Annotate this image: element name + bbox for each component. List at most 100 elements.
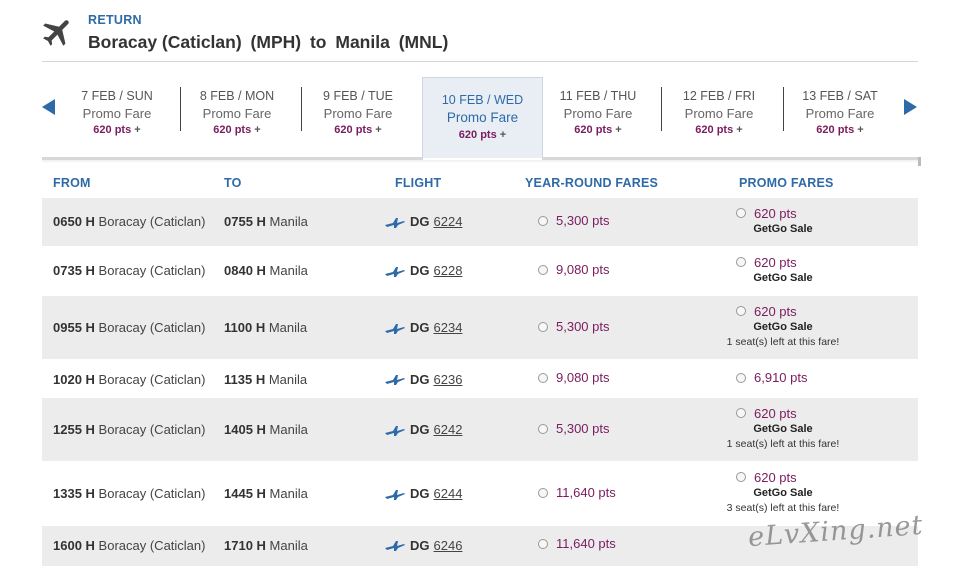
date-label: 9 FEB / TUE: [323, 89, 393, 103]
date-label: 10 FEB / WED: [441, 93, 524, 107]
year-round-fare-points: 5,300 pts: [556, 213, 610, 228]
arrival: 1710 H Manila: [224, 538, 308, 553]
flight-number: DG 6224: [410, 214, 463, 229]
arrival: 1100 H Manila: [224, 320, 308, 335]
promo-fare-info: GetGo Sale 1 seat(s) left at this fare!: [703, 320, 863, 349]
date-label: 11 FEB / THU: [559, 89, 637, 103]
tab-separator: [180, 87, 181, 131]
date-tab-13-feb[interactable]: 13 FEB / SAT Promo Fare 620 pts +: [781, 88, 899, 138]
year-round-fare-points: 9,080 pts: [556, 370, 610, 385]
fare-points: 620 pts +: [695, 124, 743, 136]
flight-number-link[interactable]: 6244: [433, 486, 463, 501]
col-header-year-round: YEAR-ROUND FARES: [525, 176, 659, 190]
strip-underline: [42, 157, 423, 160]
departure: 1335 H Boracay (Caticlan): [53, 486, 206, 501]
promo-fare-radio[interactable]: [736, 257, 746, 267]
date-tab-10-feb-selected[interactable]: 10 FEB / WED Promo Fare 620 pts +: [422, 77, 543, 158]
date-label: 13 FEB / SAT: [802, 89, 878, 103]
year-round-fare-radio[interactable]: [538, 488, 548, 498]
origin-city: Boracay (Caticlan): [88, 32, 242, 52]
flight-number: DG 6246: [410, 538, 463, 553]
fare-label: Promo Fare: [805, 106, 875, 121]
year-round-fare-radio[interactable]: [538, 216, 548, 226]
promo-sale-label: GetGo Sale: [753, 223, 813, 235]
year-round-fare-radio[interactable]: [538, 322, 548, 332]
promo-sale-label: GetGo Sale: [753, 321, 813, 333]
flight-number: DG 6242: [410, 422, 463, 437]
airplane-icon: [43, 20, 69, 46]
departure: 1600 H Boracay (Caticlan): [53, 538, 206, 553]
plane-icon: [385, 267, 405, 277]
date-tab-12-feb[interactable]: 12 FEB / FRI Promo Fare 620 pts +: [660, 88, 778, 138]
promo-sale-label: GetGo Sale: [753, 423, 813, 435]
date-label: 8 FEB / MON: [199, 89, 275, 103]
destination-city: Manila: [335, 32, 390, 52]
departure: 1255 H Boracay (Caticlan): [53, 422, 206, 437]
promo-fare-radio[interactable]: [736, 472, 746, 482]
flight-row: 0735 H Boracay (Caticlan) 0840 H Manila …: [42, 247, 918, 295]
seats-left-notice: 1 seat(s) left at this fare!: [726, 336, 840, 348]
next-arrow-icon[interactable]: [904, 99, 917, 115]
year-round-fare-points: 9,080 pts: [556, 262, 610, 277]
fare-label: Promo Fare: [446, 110, 519, 125]
date-tab-9-feb[interactable]: 9 FEB / TUE Promo Fare 620 pts +: [299, 88, 417, 138]
date-label: 7 FEB / SUN: [81, 89, 153, 103]
fare-label: Promo Fare: [684, 106, 754, 121]
promo-fare-info: GetGo Sale: [703, 271, 863, 286]
promo-fare-radio[interactable]: [736, 373, 746, 383]
departure: 0650 H Boracay (Caticlan): [53, 214, 206, 229]
year-round-fare-radio[interactable]: [538, 539, 548, 549]
fare-points: 620 pts +: [93, 124, 141, 136]
promo-fare-radio[interactable]: [736, 306, 746, 316]
plane-icon: [385, 426, 405, 436]
strip-underline: [542, 157, 920, 160]
fare-points: 620 pts +: [574, 124, 622, 136]
tab-separator: [661, 87, 662, 131]
fare-label: Promo Fare: [82, 106, 152, 121]
departure: 0735 H Boracay (Caticlan): [53, 263, 206, 278]
promo-fare-info: GetGo Sale 1 seat(s) left at this fare!: [703, 422, 863, 451]
date-tab-11-feb[interactable]: 11 FEB / THU Promo Fare 620 pts +: [539, 88, 657, 138]
year-round-fare-points: 11,640 pts: [556, 485, 616, 500]
plane-icon: [385, 541, 405, 551]
promo-fare-radio[interactable]: [736, 408, 746, 418]
year-round-fare-radio[interactable]: [538, 265, 548, 275]
promo-fare-info: GetGo Sale: [703, 222, 863, 237]
promo-sale-label: GetGo Sale: [753, 487, 813, 499]
date-tab-8-feb[interactable]: 8 FEB / MON Promo Fare 620 pts +: [178, 88, 296, 138]
prev-arrow-icon[interactable]: [42, 99, 55, 115]
col-header-to: TO: [224, 176, 242, 190]
promo-fare-info: GetGo Sale 3 seat(s) left at this fare!: [703, 486, 863, 515]
flight-number-link[interactable]: 6228: [433, 263, 463, 278]
date-label: 12 FEB / FRI: [682, 89, 756, 103]
flight-number-link[interactable]: 6234: [433, 320, 463, 335]
flight-number-link[interactable]: 6224: [433, 214, 463, 229]
fare-points: 620 pts +: [334, 124, 382, 136]
origin-code: (MPH): [250, 32, 302, 52]
promo-fare-points: 6,910 pts: [754, 370, 808, 385]
promo-fare-points: 620 pts: [754, 304, 797, 319]
arrival: 1445 H Manila: [224, 486, 308, 501]
fare-label: Promo Fare: [563, 106, 633, 121]
route-to: to: [309, 32, 327, 52]
flight-row: 1255 H Boracay (Caticlan) 1405 H Manila …: [42, 398, 918, 461]
flight-row: 1020 H Boracay (Caticlan) 1135 H Manila …: [42, 360, 918, 397]
flight-number-link[interactable]: 6246: [433, 538, 463, 553]
destination-code: (MNL): [398, 32, 449, 52]
promo-fare-points: 620 pts: [754, 255, 797, 270]
fare-label: Promo Fare: [202, 106, 272, 121]
fare-points: 620 pts +: [816, 124, 864, 136]
flight-number-link[interactable]: 6242: [433, 422, 463, 437]
flight-row: 0955 H Boracay (Caticlan) 1100 H Manila …: [42, 296, 918, 359]
fare-points: 620 pts +: [458, 129, 507, 141]
col-header-flight: FLIGHT: [395, 176, 442, 190]
promo-sale-label: GetGo Sale: [753, 272, 813, 284]
flight-number-link[interactable]: 6236: [433, 372, 463, 387]
date-tab-7-feb[interactable]: 7 FEB / SUN Promo Fare 620 pts +: [58, 88, 176, 138]
year-round-fare-radio[interactable]: [538, 424, 548, 434]
departure: 1020 H Boracay (Caticlan): [53, 372, 206, 387]
header-divider: [42, 61, 918, 62]
promo-fare-radio[interactable]: [736, 208, 746, 218]
year-round-fare-radio[interactable]: [538, 373, 548, 383]
promo-fare-points: 620 pts: [754, 406, 797, 421]
